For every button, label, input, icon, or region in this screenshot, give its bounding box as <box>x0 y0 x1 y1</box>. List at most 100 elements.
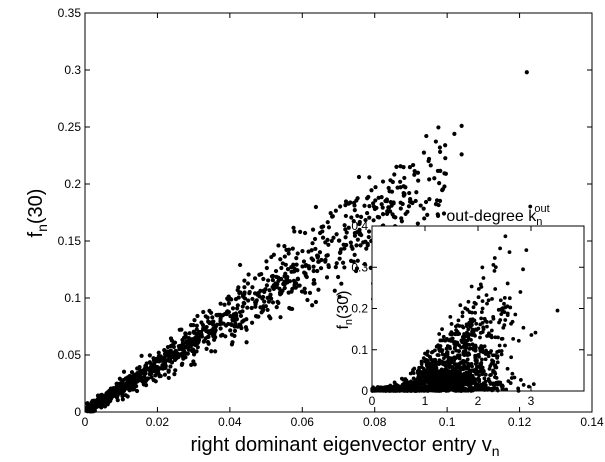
main-data-point <box>91 402 97 407</box>
main-data-point <box>332 288 337 293</box>
main-data-point <box>262 299 267 304</box>
inset-data-point <box>502 301 506 306</box>
main-y-tick-label: 0.05 <box>58 348 82 362</box>
inset-data-point <box>500 384 505 389</box>
inset-data-point <box>465 377 470 382</box>
main-data-point <box>295 276 301 282</box>
inset-data-point <box>480 265 485 270</box>
inset-data-point <box>412 379 417 384</box>
inset-data-point <box>432 359 437 364</box>
main-data-point <box>337 294 342 299</box>
inset-data-point <box>424 375 428 380</box>
inset-data-point <box>462 362 466 366</box>
inset-data-point <box>458 368 463 372</box>
inset-x-ticks: 0 1 2 3 <box>369 226 535 408</box>
main-data-point <box>250 285 255 290</box>
main-data-point <box>188 322 194 328</box>
main-data-point <box>226 294 231 299</box>
inset-data-point <box>463 366 468 371</box>
main-data-point <box>185 351 190 356</box>
inset-data-point <box>500 336 505 341</box>
main-data-point <box>260 296 265 301</box>
inset-data-point <box>429 380 434 385</box>
main-data-point <box>240 319 245 324</box>
inset-data-point <box>473 386 478 391</box>
main-data-point <box>383 198 388 204</box>
main-data-point <box>290 306 295 312</box>
main-data-point <box>302 230 308 236</box>
inset-data-point <box>419 361 424 366</box>
main-data-point <box>356 174 362 180</box>
main-data-point <box>218 326 223 331</box>
main-x-tick-label: 0 <box>82 415 89 429</box>
main-data-point <box>301 259 307 264</box>
main-data-point <box>198 329 204 335</box>
main-data-point <box>235 303 240 308</box>
main-data-point <box>326 225 332 230</box>
inset-data-point <box>491 368 496 373</box>
main-data-point <box>331 235 336 240</box>
inset-data-point <box>444 337 449 342</box>
main-data-point <box>222 302 227 307</box>
inset-data-point <box>531 382 536 387</box>
main-data-point <box>407 165 413 170</box>
main-data-point <box>265 307 270 313</box>
main-data-point <box>168 336 174 341</box>
main-data-point <box>366 234 371 240</box>
inset-data-point <box>388 388 393 393</box>
main-data-point <box>402 175 407 181</box>
inset-data-point <box>482 369 486 374</box>
main-data-point <box>101 398 106 403</box>
main-plot-frame <box>84 12 593 413</box>
main-data-point <box>352 252 357 257</box>
main-data-point <box>210 315 215 320</box>
inset-data-point <box>524 248 529 253</box>
inset-data-point <box>448 315 453 319</box>
main-data-point <box>166 375 171 381</box>
main-y-tick-label: 0.2 <box>64 177 81 191</box>
main-data-point <box>390 212 395 217</box>
inset-data-point <box>469 368 474 373</box>
main-data-point <box>325 220 330 225</box>
inset-data-point <box>443 363 448 368</box>
main-data-point <box>210 330 215 335</box>
inset-data-point <box>505 281 510 286</box>
inset-data-point <box>467 386 472 391</box>
main-data-point <box>260 308 265 313</box>
inset-data-point <box>486 354 491 359</box>
inset-data-point <box>475 364 479 369</box>
main-data-point <box>398 206 403 211</box>
inset-data-point <box>476 287 481 291</box>
main-data-point <box>355 258 360 263</box>
main-data-point <box>312 236 318 242</box>
inset-data-point <box>528 204 533 209</box>
main-data-point <box>437 145 442 150</box>
inset-data-point <box>467 346 472 351</box>
main-data-point <box>267 288 272 293</box>
main-data-point <box>250 296 255 302</box>
inset-data-point <box>473 355 478 360</box>
main-data-point <box>226 301 231 306</box>
main-data-point <box>367 175 372 180</box>
main-data-point <box>432 176 437 181</box>
inset-data-point <box>457 387 462 392</box>
main-data-point <box>337 256 342 261</box>
inset-data-point <box>429 375 434 380</box>
inset-data-point <box>492 256 497 260</box>
main-data-point <box>132 384 137 389</box>
main-data-point <box>310 241 315 246</box>
inset-data-point <box>479 344 484 348</box>
inset-data-point <box>460 310 465 315</box>
main-data-point <box>351 200 357 205</box>
main-data-point <box>282 285 287 291</box>
inset-data-point <box>474 372 478 376</box>
main-data-point <box>365 210 370 216</box>
inset-data-point <box>471 305 476 310</box>
main-data-point <box>108 390 113 395</box>
main-data-point <box>163 359 168 364</box>
main-data-point <box>346 201 351 206</box>
inset-data-point <box>499 352 504 357</box>
inset-data-point <box>445 375 450 380</box>
main-data-point <box>357 230 362 236</box>
main-data-point <box>84 407 89 412</box>
